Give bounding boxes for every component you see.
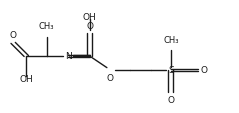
- Text: N: N: [65, 52, 71, 60]
- Text: CH₃: CH₃: [163, 36, 179, 45]
- Text: S: S: [168, 66, 174, 74]
- Text: CH₃: CH₃: [39, 22, 54, 31]
- Text: OH: OH: [83, 13, 97, 21]
- Text: O: O: [10, 31, 17, 39]
- Text: O: O: [167, 96, 174, 104]
- Text: O: O: [201, 66, 208, 74]
- Text: OH: OH: [19, 75, 33, 84]
- Text: O: O: [106, 73, 114, 82]
- Text: O: O: [86, 22, 93, 30]
